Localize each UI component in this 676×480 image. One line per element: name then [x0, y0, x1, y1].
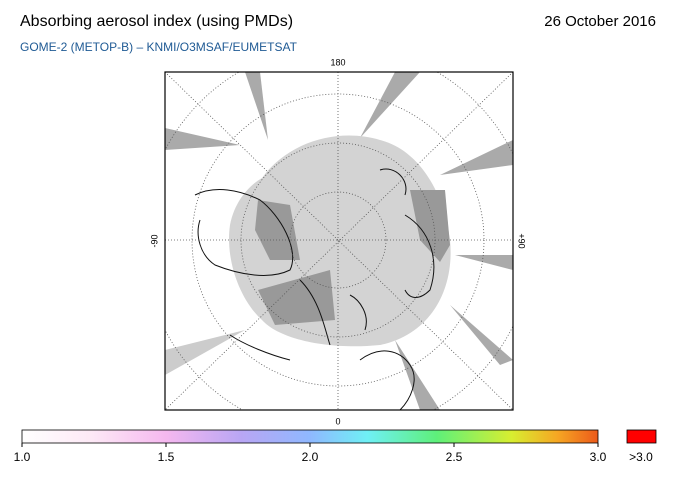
- source: GOME-2 (METOP-B) – KNMI/O3MSAF/EUMETSAT: [20, 40, 298, 54]
- colorbar-tick-label: 2.5: [446, 450, 463, 464]
- colorbar-tick-label: 1.0: [14, 450, 31, 464]
- colorbar: [21, 429, 599, 444]
- map: [165, 72, 513, 410]
- colorbar-over: [626, 429, 657, 444]
- title: Absorbing aerosol index (using PMDs): [20, 13, 293, 30]
- map-label: 0: [335, 416, 340, 426]
- map-label: -90: [149, 234, 159, 247]
- colorbar-tick-label: 1.5: [158, 450, 175, 464]
- map-frame: [164, 71, 514, 411]
- map-label: 180: [330, 57, 345, 67]
- colorbar-over-label: >3.0: [629, 450, 653, 464]
- map-label: +90: [517, 233, 527, 248]
- colorbar-tick-label: 2.0: [302, 450, 319, 464]
- colorbar-tick-label: 3.0: [590, 450, 607, 464]
- date: 26 October 2016: [544, 13, 656, 30]
